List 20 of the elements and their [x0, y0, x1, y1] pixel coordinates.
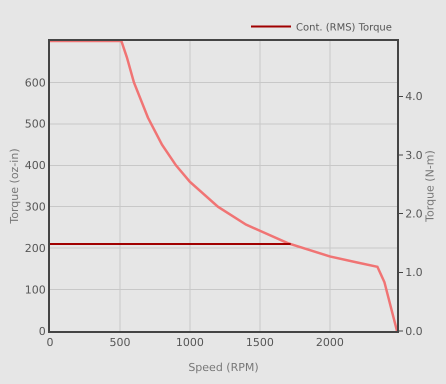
x-tick-label: 2000	[316, 336, 344, 350]
x-tick-label: 1000	[176, 336, 204, 350]
y2-tick-label: 3.0	[405, 148, 423, 162]
y-tick-label: 200	[24, 242, 46, 255]
y2-axis-title: Torque (N-m)	[423, 150, 436, 223]
y-tick-label: 500	[24, 118, 46, 131]
y2-tick-label: 1.0	[405, 266, 423, 280]
x-axis-title: Speed (RPM)	[188, 360, 259, 374]
x-tick-label: 500	[109, 336, 130, 350]
y-tick-label: 600	[24, 76, 46, 90]
y-axis-title: Torque (oz-in)	[8, 148, 21, 225]
y-tick-label: 0	[38, 324, 46, 338]
y2-tick-label: 4.0	[405, 90, 423, 104]
legend-label: Cont. (RMS) Torque	[296, 22, 392, 34]
y-tick-label: 300	[24, 200, 46, 214]
y-tick-label: 100	[24, 283, 46, 296]
y2-tick-label: 2.0	[405, 208, 423, 221]
x-tick-label: 1500	[246, 336, 274, 350]
y-tick-label: 400	[24, 159, 46, 172]
y2-tick-label: 0.0	[405, 324, 423, 338]
